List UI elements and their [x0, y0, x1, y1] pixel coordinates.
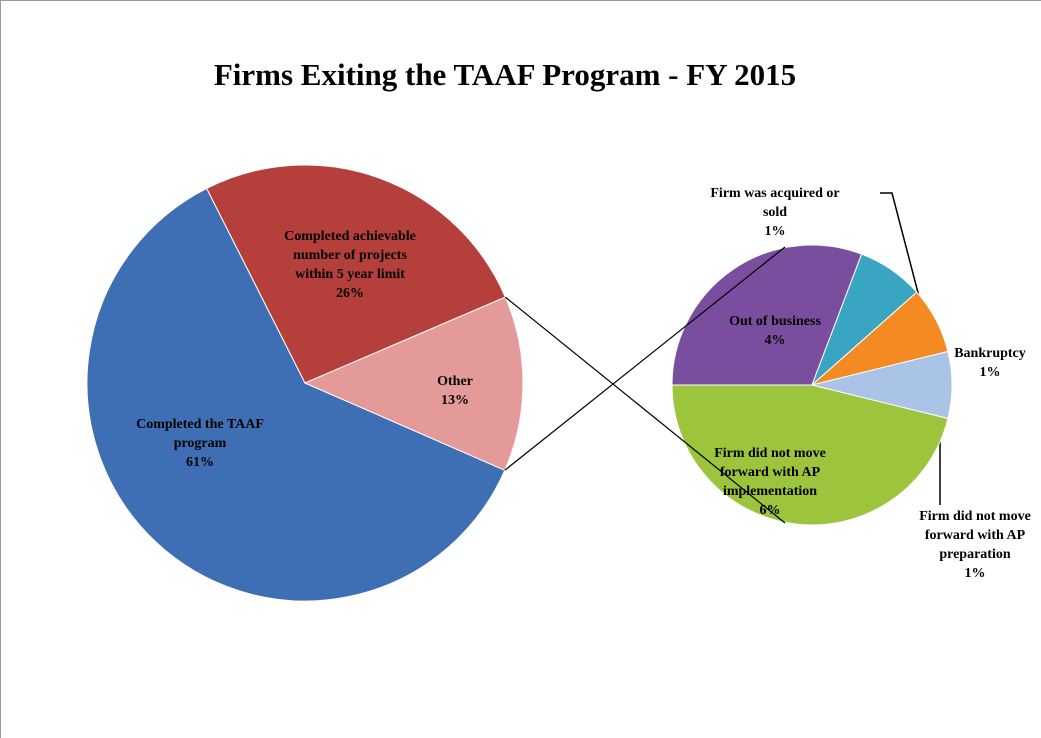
pie-slice	[86, 187, 506, 602]
value-label: 4%	[765, 333, 786, 348]
slice-label: Completed the TAAF program	[136, 417, 264, 451]
pie-slice	[671, 384, 949, 526]
pie-slice	[671, 244, 863, 386]
value-label: 1%	[965, 566, 986, 581]
value-label: 13%	[441, 393, 469, 408]
connector-line	[504, 296, 786, 524]
value-label: 1%	[980, 365, 1001, 380]
slice-label: Bankruptcy	[954, 346, 1026, 361]
value-label: 26%	[336, 286, 364, 301]
slice-label: Out of business	[729, 314, 821, 329]
value-label: 1%	[765, 224, 786, 239]
chart-title: Firms Exiting the TAAF Program - FY 2015	[214, 57, 796, 92]
slice-label: Completed achievable number of projects wi…	[284, 229, 416, 282]
value-label: 6%	[760, 503, 781, 518]
pie-slice	[206, 164, 507, 384]
pie-slice	[303, 296, 524, 471]
leader-line	[880, 192, 923, 309]
value-label: 61%	[186, 455, 214, 470]
slice-label: Other	[437, 374, 473, 389]
slice-label: Firm did not move forward with AP implemen…	[714, 446, 826, 499]
slice-label: Firm was acquired or sold	[710, 186, 839, 220]
connector-line	[504, 246, 786, 471]
slice-label: Firm did not move forward with AP preparat…	[919, 509, 1031, 562]
